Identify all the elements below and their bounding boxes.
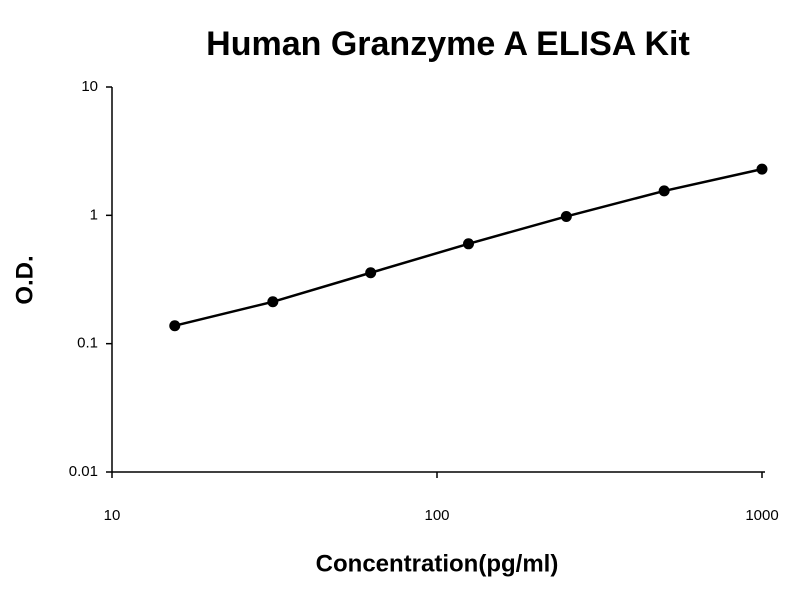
chart-title: Human Granzyme A ELISA Kit — [206, 25, 690, 63]
x-tick-label: 100 — [424, 507, 449, 524]
data-point — [462, 238, 474, 250]
data-point — [365, 267, 377, 279]
x-tick-label: 1000 — [745, 507, 778, 524]
x-tick-label: 10 — [104, 507, 121, 524]
data-point — [169, 320, 181, 332]
y-tick-label: 0.1 — [77, 335, 98, 352]
data-point — [560, 210, 572, 222]
data-point — [267, 296, 279, 308]
data-point — [658, 185, 670, 197]
data-point — [756, 163, 768, 175]
x-axis-label: Concentration(pg/ml) — [316, 550, 559, 577]
y-tick-label: 1 — [90, 206, 98, 223]
y-tick-label: 0.01 — [69, 463, 98, 480]
y-axis-label: O.D. — [11, 255, 38, 304]
y-tick-label: 10 — [81, 78, 98, 95]
